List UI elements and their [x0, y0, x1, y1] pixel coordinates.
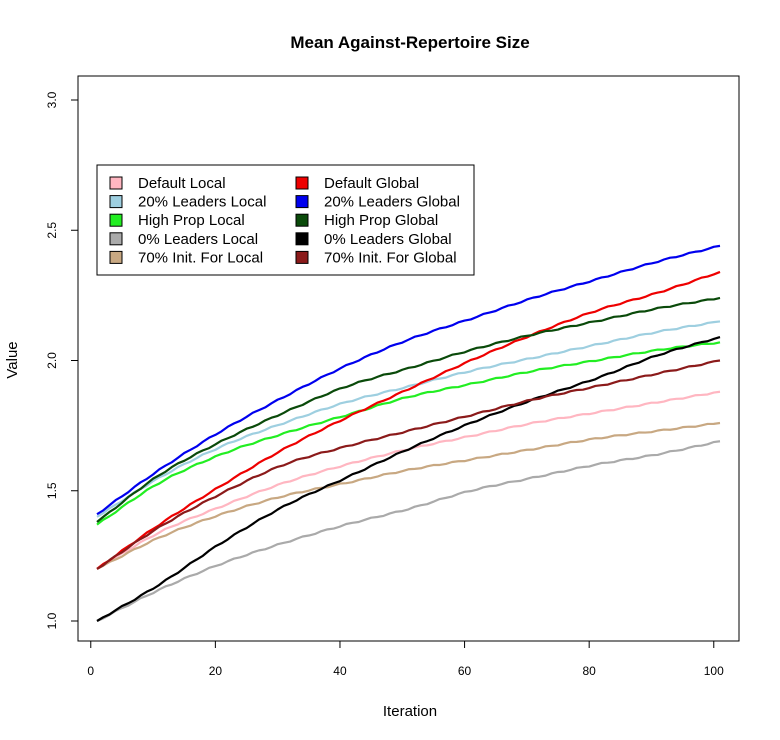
series-line-70-init-for-local [96, 421, 721, 570]
series-group [96, 244, 721, 623]
legend-label-0-leaders-local: 0% Leaders Local [138, 231, 258, 248]
y-tick-label: 2.5 [45, 222, 59, 239]
x-axis: 0 20 40 60 80 100 [87, 640, 724, 678]
series-line-20-leaders-local [96, 320, 721, 518]
y-tick-label: 3.0 [45, 91, 59, 108]
legend-box [96, 164, 475, 276]
legend-label-high-prop-global: High Prop Global [324, 212, 438, 229]
legend-label-20-leaders-local: 20% Leaders Local [138, 194, 266, 211]
chart-title: Mean Against-Repertoire Size [290, 33, 529, 52]
x-tick-label: 0 [87, 664, 94, 678]
legend-swatch-70-init-for-local [109, 250, 123, 264]
legend-swatch-default-local [109, 176, 123, 190]
legend-label-high-prop-local: High Prop Local [138, 212, 245, 229]
legend-label-70-init-for-global: 70% Init. For Global [324, 249, 457, 266]
series-line-default-local [96, 390, 721, 570]
x-tick-label: 100 [704, 664, 724, 678]
legend-swatch-20-leaders-local [109, 195, 123, 209]
legend-swatch-0-leaders-global [295, 232, 309, 246]
legend-swatch-0-leaders-local [109, 232, 123, 246]
legend-swatch-default-global [295, 176, 309, 190]
series-line-20-leaders-global [96, 244, 721, 516]
legend-swatch-high-prop-global [295, 213, 309, 227]
x-tick-label: 80 [582, 664, 596, 678]
series-line-0-leaders-global [96, 336, 721, 622]
legend-swatch-70-init-for-global [295, 250, 309, 264]
y-axis: 1.0 1.5 2.0 2.5 3.0 [45, 91, 79, 629]
legend-label-0-leaders-global: 0% Leaders Global [324, 231, 452, 248]
y-tick-label: 1.0 [45, 612, 59, 629]
plot-frame [77, 75, 740, 642]
x-tick-label: 60 [458, 664, 472, 678]
y-tick-label: 2.0 [45, 352, 59, 369]
legend-label-default-local: Default Local [138, 175, 226, 192]
series-line-0-leaders-local [96, 440, 721, 623]
x-tick-label: 40 [333, 664, 347, 678]
x-axis-label: Iteration [383, 703, 437, 720]
legend-label-20-leaders-global: 20% Leaders Global [324, 194, 460, 211]
y-axis-label: Value [4, 341, 21, 378]
legend-swatch-20-leaders-global [295, 195, 309, 209]
series-line-70-init-for-global [96, 359, 721, 570]
series-line-high-prop-global [96, 296, 721, 523]
series-line-high-prop-local [96, 341, 721, 526]
legend-label-default-global: Default Global [324, 175, 419, 192]
series-line-default-global [96, 270, 721, 570]
legend-swatch-high-prop-local [109, 213, 123, 227]
legend-label-70-init-for-local: 70% Init. For Local [138, 249, 263, 266]
y-tick-label: 1.5 [45, 482, 59, 499]
x-tick-label: 20 [209, 664, 223, 678]
